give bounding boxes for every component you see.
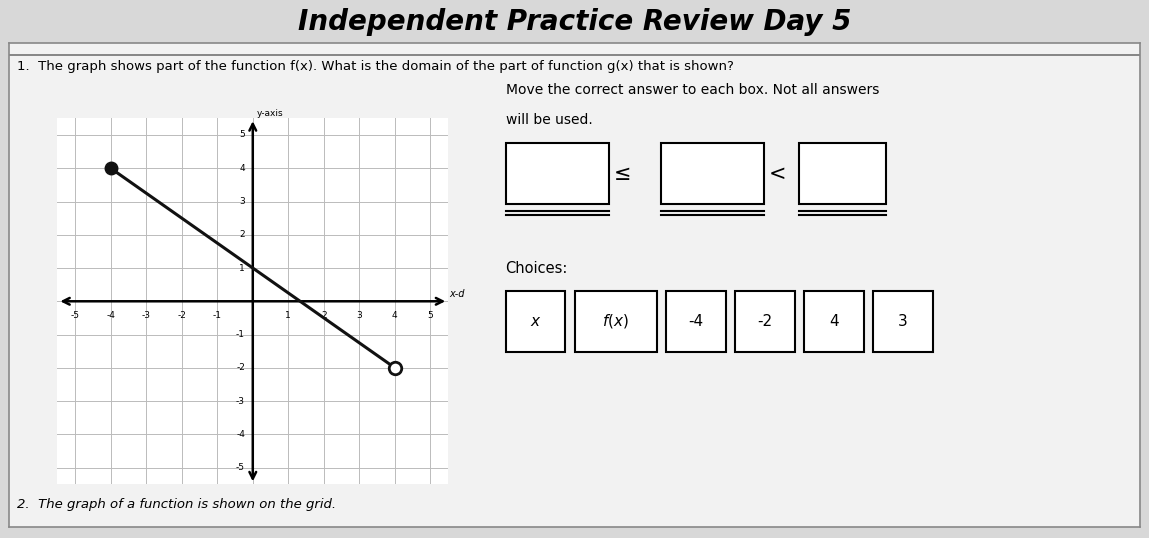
Text: -2: -2 bbox=[236, 363, 245, 372]
Text: $x$: $x$ bbox=[530, 314, 541, 329]
Text: -5: -5 bbox=[236, 463, 245, 472]
Bar bbox=[799, 143, 887, 204]
Text: 3: 3 bbox=[239, 197, 245, 206]
Bar bbox=[804, 291, 864, 352]
Bar bbox=[661, 143, 764, 204]
Text: -4: -4 bbox=[236, 430, 245, 439]
Bar bbox=[666, 291, 726, 352]
Text: 5: 5 bbox=[427, 310, 433, 320]
Text: 3: 3 bbox=[899, 314, 908, 329]
Bar bbox=[506, 143, 609, 204]
Text: 4: 4 bbox=[830, 314, 839, 329]
Text: -2: -2 bbox=[757, 314, 773, 329]
Text: 2: 2 bbox=[321, 310, 326, 320]
Text: -1: -1 bbox=[213, 310, 222, 320]
Bar bbox=[735, 291, 795, 352]
Text: 2.  The graph of a function is shown on the grid.: 2. The graph of a function is shown on t… bbox=[17, 498, 337, 511]
Text: -3: -3 bbox=[141, 310, 151, 320]
Text: will be used.: will be used. bbox=[506, 113, 593, 127]
Text: -5: -5 bbox=[71, 310, 79, 320]
Bar bbox=[506, 291, 565, 352]
Text: <: < bbox=[769, 164, 787, 183]
Text: -2: -2 bbox=[177, 310, 186, 320]
Bar bbox=[873, 291, 933, 352]
Text: Choices:: Choices: bbox=[506, 261, 568, 276]
Text: 1: 1 bbox=[239, 264, 245, 273]
Text: 1: 1 bbox=[285, 310, 291, 320]
Text: 5: 5 bbox=[239, 131, 245, 139]
Text: 3: 3 bbox=[356, 310, 362, 320]
Text: $f(x)$: $f(x)$ bbox=[602, 313, 630, 330]
Text: 2: 2 bbox=[239, 230, 245, 239]
Text: -1: -1 bbox=[236, 330, 245, 339]
Text: Independent Practice Review Day 5: Independent Practice Review Day 5 bbox=[298, 8, 851, 36]
Text: ≤: ≤ bbox=[614, 164, 632, 183]
Text: -4: -4 bbox=[107, 310, 115, 320]
Bar bbox=[574, 291, 657, 352]
Text: 4: 4 bbox=[392, 310, 398, 320]
Text: Move the correct answer to each box. Not all answers: Move the correct answer to each box. Not… bbox=[506, 83, 879, 97]
Text: y-axis: y-axis bbox=[257, 109, 284, 118]
Text: -4: -4 bbox=[688, 314, 704, 329]
Text: x-d: x-d bbox=[449, 288, 464, 299]
Text: 1.  The graph shows part of the function f(x). What is the domain of the part of: 1. The graph shows part of the function … bbox=[17, 60, 734, 73]
Text: -3: -3 bbox=[236, 397, 245, 406]
Text: 4: 4 bbox=[239, 164, 245, 173]
